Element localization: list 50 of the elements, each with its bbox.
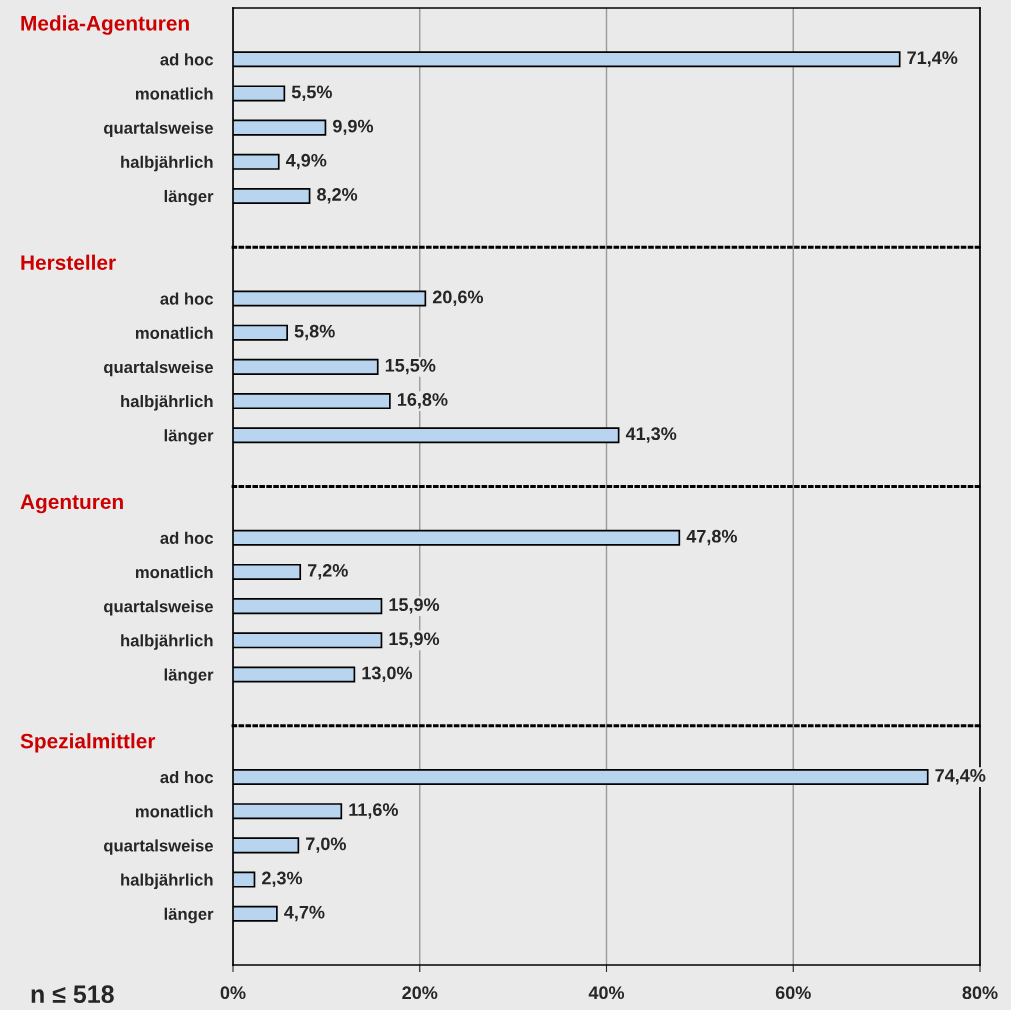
y-tick-label: ad hoc xyxy=(160,770,214,784)
y-tick-label: monatlich xyxy=(135,87,213,100)
x-tick-label: 20% xyxy=(402,986,438,1000)
data-label: 9,9% xyxy=(333,119,374,136)
data-label: 16,8% xyxy=(397,393,448,409)
y-tick-label: ad hoc xyxy=(160,531,214,544)
data-label: 8,2% xyxy=(317,188,358,204)
data-label: 15,9% xyxy=(389,598,440,614)
data-label: 5,8% xyxy=(294,324,335,341)
y-tick-label: halbjährlich xyxy=(121,155,213,172)
data-label: 11,6% xyxy=(349,803,398,819)
data-label: 71,4% xyxy=(907,51,958,67)
y-tick-label: länger xyxy=(164,907,214,924)
y-tick-label: halbjährlich xyxy=(121,634,213,650)
y-tick-label: ad hoc xyxy=(160,53,214,66)
data-label: 15,9% xyxy=(389,632,440,648)
text: n ≤ 518 xyxy=(31,985,114,1004)
data-label: 7,0% xyxy=(306,837,346,853)
x-tick-label: 40% xyxy=(588,986,625,1000)
x-tick-label: 60% xyxy=(775,986,811,1000)
chart-title: Hersteller xyxy=(21,254,116,270)
y-tick-label: ad hoc xyxy=(160,292,214,305)
chart-title: Spezialmittler xyxy=(20,733,156,753)
y-tick-label: halbjährlich xyxy=(121,395,213,411)
data-label: 7,2% xyxy=(307,564,348,580)
data-label: 20,6% xyxy=(432,290,484,306)
data-label: 41,3% xyxy=(625,427,677,443)
data-label: 4,9% xyxy=(285,153,327,170)
data-label: 15,5% xyxy=(385,358,436,375)
y-tick-label: monatlich xyxy=(135,326,213,339)
y-tick-label: länger xyxy=(164,189,214,206)
y-tick-label: halbjährlich xyxy=(121,873,213,890)
y-tick-label: quartalsweise xyxy=(104,600,213,616)
chart-title: Media-Agenturen xyxy=(21,15,189,35)
chart-title: Agenturen xyxy=(20,494,123,514)
y-tick-label: monatlich xyxy=(135,565,213,579)
y-tick-label: monatlich xyxy=(135,805,213,818)
data-label: 2,3% xyxy=(262,871,303,888)
data-label: 4,7% xyxy=(284,905,325,922)
y-tick-label: länger xyxy=(164,429,214,445)
y-tick-label: quartalsweise xyxy=(104,839,213,855)
data-label: 5,5% xyxy=(291,85,332,101)
data-label: 13,0% xyxy=(362,666,413,682)
y-tick-label: quartalsweise xyxy=(104,121,213,138)
x-tick-label: 0% xyxy=(220,986,246,1000)
y-tick-label: quartalsweise xyxy=(104,360,213,377)
data-label: 74,4% xyxy=(935,769,986,785)
x-tick-label: 80% xyxy=(962,986,998,1000)
y-tick-label: länger xyxy=(164,668,214,685)
data-label: 47,8% xyxy=(686,529,737,546)
